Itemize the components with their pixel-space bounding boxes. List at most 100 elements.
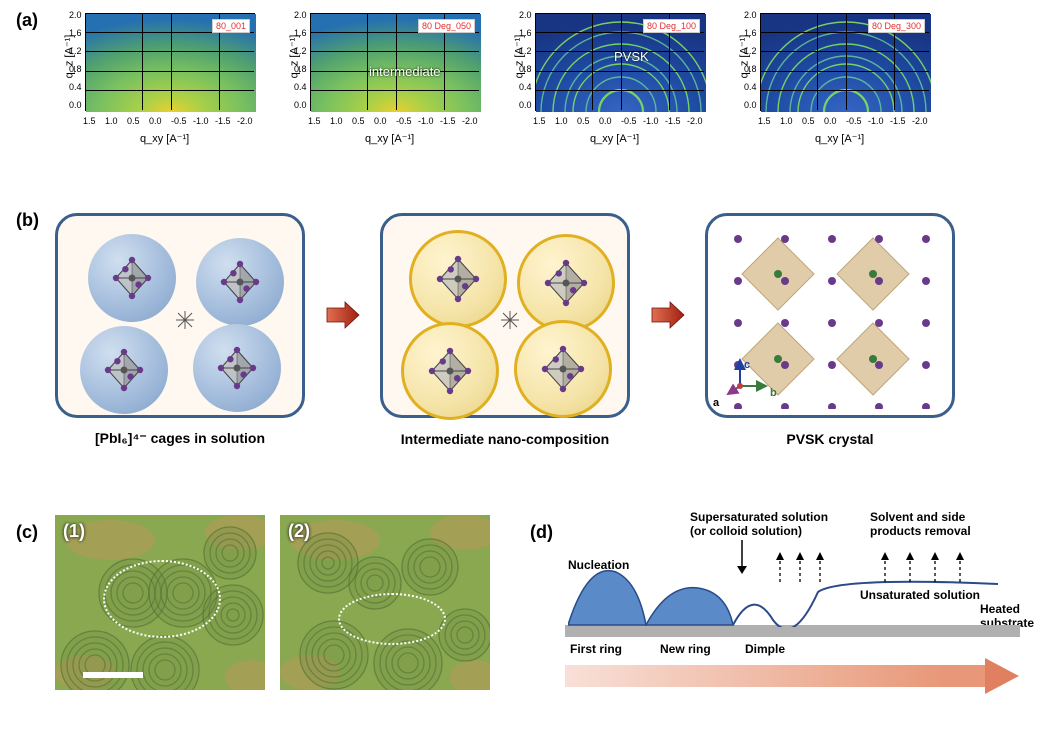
x-tick: -1.5 — [890, 116, 906, 126]
center-molecule-icon — [501, 311, 519, 334]
x-tick: -2.0 — [912, 116, 928, 126]
plot-area: 80 Deg_100 PVSK — [535, 13, 705, 111]
x-tick: -1.5 — [215, 116, 231, 126]
scale-bar — [83, 672, 143, 678]
y-tick: 1.6 — [744, 28, 757, 38]
x-tick: -2.0 — [687, 116, 703, 126]
solution-cage-sphere — [88, 234, 176, 322]
y-tick: 1.2 — [69, 46, 82, 56]
panel-d-label: (d) — [530, 522, 553, 543]
x-tick: 1.0 — [330, 116, 343, 126]
y-tick: 0.4 — [294, 82, 307, 92]
y-tick: 1.6 — [519, 28, 532, 38]
x-tick: 0.0 — [149, 116, 162, 126]
giwaxs-plot-2: q_z [A⁻¹]q_xy [A⁻¹]2.01.61.20.80.40.01.5… — [505, 10, 715, 140]
process-arrow-icon — [650, 300, 685, 330]
solution-cage-sphere — [193, 324, 281, 412]
y-tick: 0.4 — [744, 82, 757, 92]
y-tick: 0.8 — [69, 64, 82, 74]
section-c: (1) (2) — [55, 515, 500, 705]
x-tick: 1.5 — [758, 116, 771, 126]
solution-profile — [568, 552, 1008, 627]
micrograph-number: (2) — [288, 521, 310, 542]
highlight-ellipse — [338, 593, 446, 645]
x-tick: -1.0 — [418, 116, 434, 126]
b-arrow-2 — [650, 300, 685, 330]
micrograph-number: (1) — [63, 521, 85, 542]
y-tick: 1.2 — [294, 46, 307, 56]
x-tick: -1.0 — [193, 116, 209, 126]
x-tick: -1.0 — [868, 116, 884, 126]
x-tick: 0.5 — [127, 116, 140, 126]
y-tick: 2.0 — [744, 10, 757, 20]
x-tick: -0.5 — [396, 116, 412, 126]
x-axis-label: q_xy [A⁻¹] — [365, 132, 414, 145]
b-box-solution: [PbI₆]⁴⁻ cages in solution — [55, 213, 305, 418]
panel-c-label: (c) — [16, 522, 38, 543]
b-caption-3: PVSK crystal — [708, 431, 952, 447]
axis-c: c — [744, 359, 750, 371]
y-tick: 0.0 — [69, 100, 82, 110]
y-tick: 1.2 — [744, 46, 757, 56]
giwaxs-plot-1: q_z [A⁻¹]q_xy [A⁻¹]2.01.61.20.80.40.01.5… — [280, 10, 490, 140]
intermediate-cage-sphere — [401, 322, 499, 420]
section-d: Supersaturated solution (or colloid solu… — [560, 510, 1040, 710]
process-arrow-icon — [325, 300, 360, 330]
x-tick: 1.0 — [780, 116, 793, 126]
y-tick: 0.8 — [519, 64, 532, 74]
y-tick: 0.4 — [69, 82, 82, 92]
crystal-axes — [726, 354, 776, 403]
y-tick: 2.0 — [69, 10, 82, 20]
x-tick: -0.5 — [621, 116, 637, 126]
plot-area: 80_001 — [85, 13, 255, 111]
plot-area: 80 Deg_300 — [760, 13, 930, 111]
plot-tag: 80 Deg_300 — [868, 19, 925, 33]
evaporation-arrow-icon — [880, 550, 890, 587]
x-tick: 0.5 — [352, 116, 365, 126]
evaporation-arrow-icon — [955, 550, 965, 587]
x-tick: 1.5 — [83, 116, 96, 126]
section-b: [PbI₆]⁴⁻ cages in solution Intermediate … — [55, 190, 1015, 440]
y-tick: 1.6 — [69, 28, 82, 38]
section-a: q_z [A⁻¹]q_xy [A⁻¹]2.01.61.20.80.40.01.5… — [55, 10, 1035, 160]
evaporation-arrow-icon — [775, 550, 785, 587]
plot-annotation: PVSK — [614, 49, 649, 64]
x-tick: 0.5 — [802, 116, 815, 126]
x-tick: 1.0 — [105, 116, 118, 126]
x-tick: -1.5 — [440, 116, 456, 126]
y-tick: 0.0 — [294, 100, 307, 110]
x-tick: -1.0 — [643, 116, 659, 126]
d-label: Solvent and side products removal — [870, 510, 1020, 538]
panel-b-label: (b) — [16, 210, 39, 231]
giwaxs-plot-3: q_z [A⁻¹]q_xy [A⁻¹]2.01.61.20.80.40.01.5… — [730, 10, 940, 140]
x-tick: -1.5 — [665, 116, 681, 126]
highlight-ellipse — [103, 560, 221, 638]
x-axis-label: q_xy [A⁻¹] — [590, 132, 639, 145]
giwaxs-plot-0: q_z [A⁻¹]q_xy [A⁻¹]2.01.61.20.80.40.01.5… — [55, 10, 265, 140]
x-tick: -2.0 — [237, 116, 253, 126]
b-box-crystal: PVSK crystal abc — [705, 213, 955, 418]
y-tick: 0.8 — [294, 64, 307, 74]
plot-area: 80 Deg_050intermediate — [310, 13, 480, 111]
solution-cage-sphere — [80, 326, 168, 414]
x-tick: 0.0 — [374, 116, 387, 126]
y-tick: 0.0 — [744, 100, 757, 110]
y-tick: 2.0 — [294, 10, 307, 20]
micrograph-2: (2) — [280, 515, 490, 690]
d-label: Dimple — [745, 642, 785, 656]
panel-a-label: (a) — [16, 10, 38, 31]
plot-tag: 80 Deg_100 — [643, 19, 700, 33]
d-label: Supersaturated solution (or colloid solu… — [690, 510, 860, 538]
x-tick: -0.5 — [846, 116, 862, 126]
x-tick: 0.5 — [577, 116, 590, 126]
y-tick: 0.8 — [744, 64, 757, 74]
axis-b: b — [770, 387, 777, 399]
micrograph-1: (1) — [55, 515, 265, 690]
y-tick: 1.2 — [519, 46, 532, 56]
axis-a: a — [713, 397, 719, 409]
x-tick: 1.5 — [533, 116, 546, 126]
x-tick: 0.0 — [824, 116, 837, 126]
intermediate-cage-sphere — [514, 320, 612, 418]
x-tick: -0.5 — [171, 116, 187, 126]
evaporation-arrow-icon — [815, 550, 825, 587]
